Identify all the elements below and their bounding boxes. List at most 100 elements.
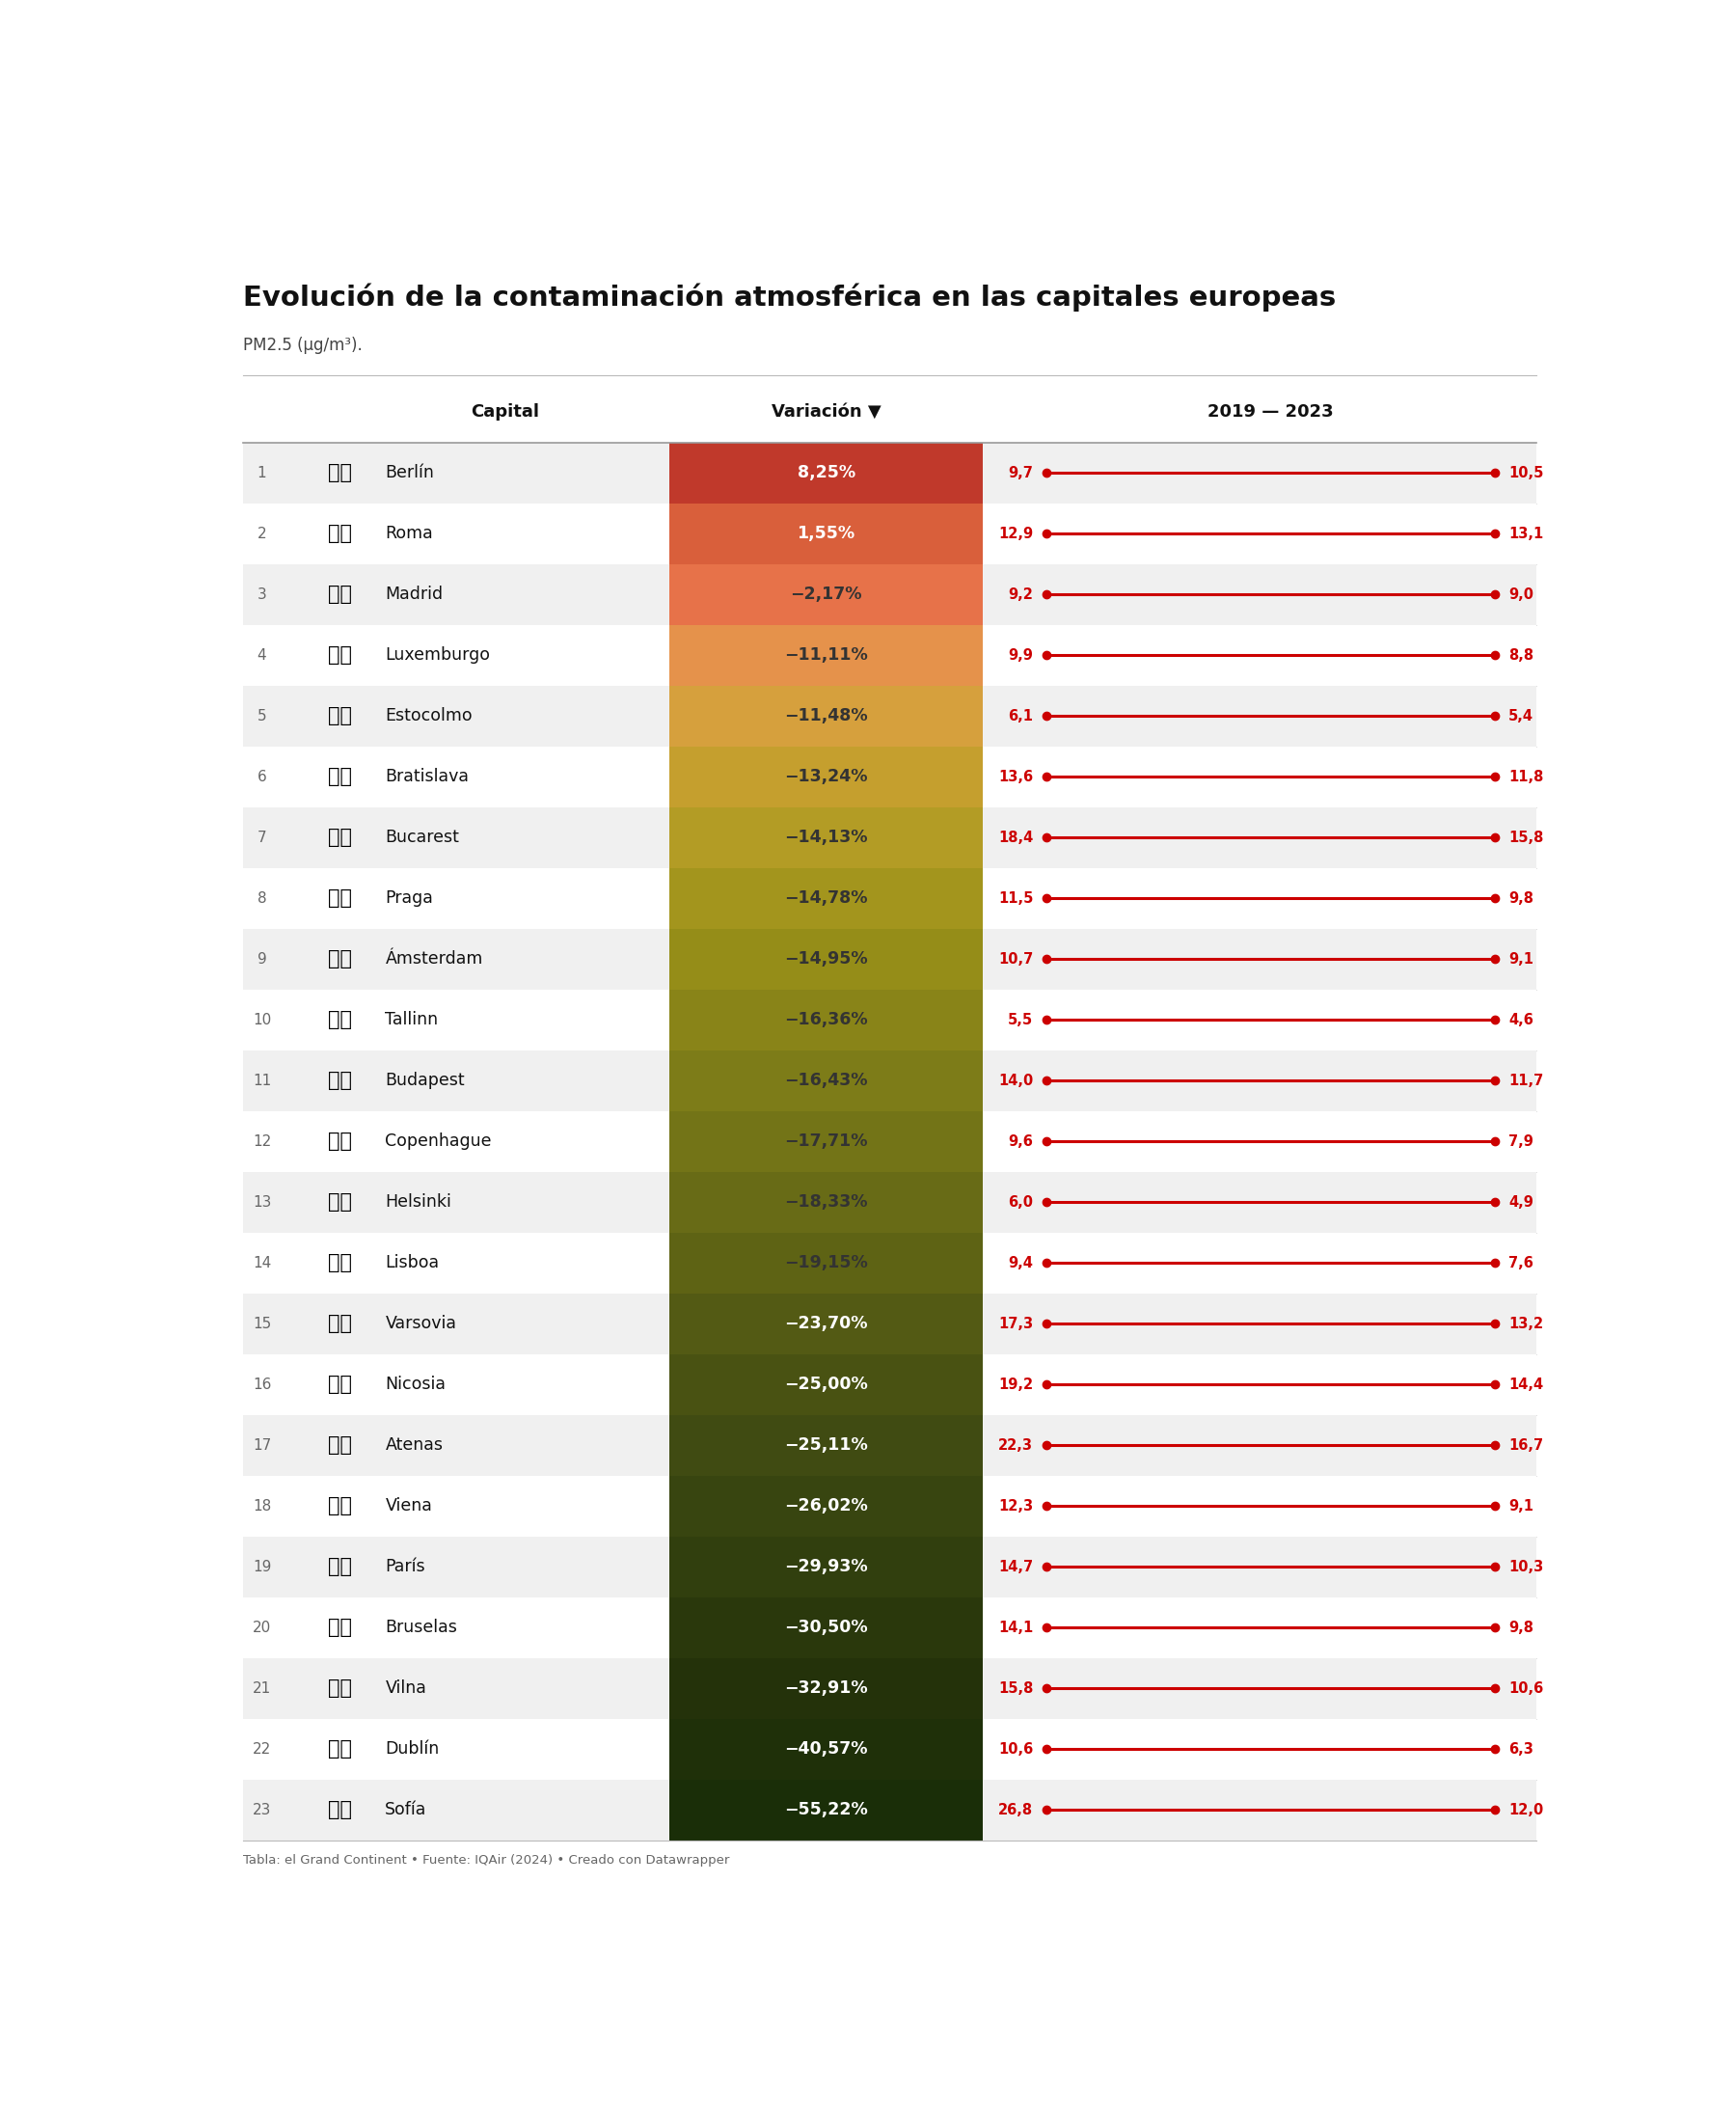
- Text: −16,43%: −16,43%: [785, 1073, 868, 1090]
- Bar: [983, 747, 1536, 807]
- Text: 13,2: 13,2: [1509, 1317, 1543, 1330]
- Text: 4: 4: [257, 649, 267, 662]
- Bar: [668, 443, 983, 504]
- Bar: [243, 1111, 668, 1173]
- Text: 🇫🇷: 🇫🇷: [328, 1558, 352, 1577]
- Text: 13,6: 13,6: [998, 770, 1033, 783]
- Bar: [243, 504, 668, 564]
- Bar: [983, 1353, 1536, 1415]
- Bar: [668, 747, 983, 807]
- Bar: [983, 1415, 1536, 1477]
- Bar: [668, 564, 983, 626]
- Text: 14,1: 14,1: [998, 1622, 1033, 1634]
- Bar: [983, 1111, 1536, 1173]
- Text: 🇩🇰: 🇩🇰: [328, 1132, 352, 1151]
- Bar: [983, 1173, 1536, 1232]
- Text: 6,1: 6,1: [1009, 709, 1033, 724]
- Text: −25,00%: −25,00%: [785, 1377, 868, 1394]
- Bar: [243, 685, 668, 747]
- Bar: [983, 564, 1536, 626]
- Text: 🇪🇪: 🇪🇪: [328, 1011, 352, 1030]
- Bar: [668, 1353, 983, 1415]
- Text: 13: 13: [252, 1196, 271, 1209]
- Text: 14,7: 14,7: [998, 1560, 1033, 1575]
- Text: −11,48%: −11,48%: [785, 706, 868, 726]
- Text: −29,93%: −29,93%: [785, 1558, 868, 1575]
- Text: Estocolmo: Estocolmo: [385, 706, 472, 726]
- Bar: [668, 1658, 983, 1719]
- Bar: [668, 1536, 983, 1598]
- Bar: [983, 1779, 1536, 1841]
- Text: 21: 21: [252, 1681, 271, 1696]
- Bar: [983, 1658, 1536, 1719]
- Text: 11,7: 11,7: [1509, 1073, 1543, 1087]
- Text: 22,3: 22,3: [998, 1439, 1033, 1453]
- Text: 14: 14: [252, 1256, 271, 1270]
- Text: −30,50%: −30,50%: [785, 1619, 868, 1636]
- Text: 7: 7: [257, 830, 267, 845]
- Text: 5,5: 5,5: [1009, 1013, 1033, 1028]
- Text: 5,4: 5,4: [1509, 709, 1533, 724]
- Text: −17,71%: −17,71%: [785, 1132, 868, 1149]
- Bar: [983, 1536, 1536, 1598]
- Text: 🇸🇪: 🇸🇪: [328, 706, 352, 726]
- Text: 15,8: 15,8: [1509, 830, 1543, 845]
- Text: 6,3: 6,3: [1509, 1743, 1533, 1756]
- Text: 3: 3: [257, 587, 267, 602]
- Text: Vilna: Vilna: [385, 1679, 427, 1698]
- Text: 8: 8: [257, 892, 267, 907]
- Text: 9,6: 9,6: [1009, 1134, 1033, 1149]
- Text: Ámsterdam: Ámsterdam: [385, 951, 483, 968]
- Text: Berlín: Berlín: [385, 464, 434, 481]
- Bar: [668, 1051, 983, 1111]
- Text: 13,1: 13,1: [1509, 526, 1543, 541]
- Bar: [983, 990, 1536, 1051]
- Bar: [983, 928, 1536, 990]
- Text: 7,6: 7,6: [1509, 1256, 1533, 1270]
- Text: 8,25%: 8,25%: [797, 464, 856, 481]
- Text: 9: 9: [257, 951, 267, 966]
- Bar: [983, 626, 1536, 685]
- Text: 9,1: 9,1: [1509, 1498, 1533, 1513]
- Text: Bucarest: Bucarest: [385, 830, 460, 847]
- Bar: [243, 807, 668, 868]
- Text: −32,91%: −32,91%: [785, 1679, 868, 1698]
- Text: 2: 2: [257, 526, 267, 541]
- Bar: [668, 626, 983, 685]
- Text: 11,5: 11,5: [998, 892, 1033, 907]
- Text: 🇧🇪: 🇧🇪: [328, 1617, 352, 1636]
- Text: Praga: Praga: [385, 890, 434, 907]
- Bar: [668, 1111, 983, 1173]
- Text: 8,8: 8,8: [1509, 649, 1535, 662]
- Text: 6,0: 6,0: [1009, 1196, 1033, 1209]
- Text: 15,8: 15,8: [998, 1681, 1033, 1696]
- Text: 🇧🇬: 🇧🇬: [328, 1800, 352, 1819]
- Bar: [668, 990, 983, 1051]
- Text: −14,95%: −14,95%: [785, 951, 868, 968]
- Bar: [983, 443, 1536, 504]
- Text: 12,3: 12,3: [998, 1498, 1033, 1513]
- Text: 11: 11: [252, 1073, 271, 1087]
- Bar: [668, 1779, 983, 1841]
- Text: 9,0: 9,0: [1509, 587, 1533, 602]
- Bar: [243, 1719, 668, 1779]
- Text: 10,3: 10,3: [1509, 1560, 1543, 1575]
- Bar: [243, 1779, 668, 1841]
- Bar: [243, 1598, 668, 1658]
- Bar: [983, 868, 1536, 928]
- Text: PM2.5 (μg/m³).: PM2.5 (μg/m³).: [243, 336, 363, 355]
- Text: −40,57%: −40,57%: [785, 1741, 868, 1758]
- Bar: [983, 807, 1536, 868]
- Text: 10,5: 10,5: [1509, 466, 1543, 481]
- Bar: [668, 868, 983, 928]
- Bar: [243, 1173, 668, 1232]
- Bar: [983, 1294, 1536, 1353]
- Bar: [243, 1415, 668, 1477]
- Text: 10,6: 10,6: [1509, 1681, 1543, 1696]
- Text: −26,02%: −26,02%: [785, 1498, 868, 1515]
- Text: 10,7: 10,7: [998, 951, 1033, 966]
- Bar: [243, 1536, 668, 1598]
- Text: 14,0: 14,0: [998, 1073, 1033, 1087]
- Text: Madrid: Madrid: [385, 585, 443, 602]
- Text: 22: 22: [252, 1743, 271, 1756]
